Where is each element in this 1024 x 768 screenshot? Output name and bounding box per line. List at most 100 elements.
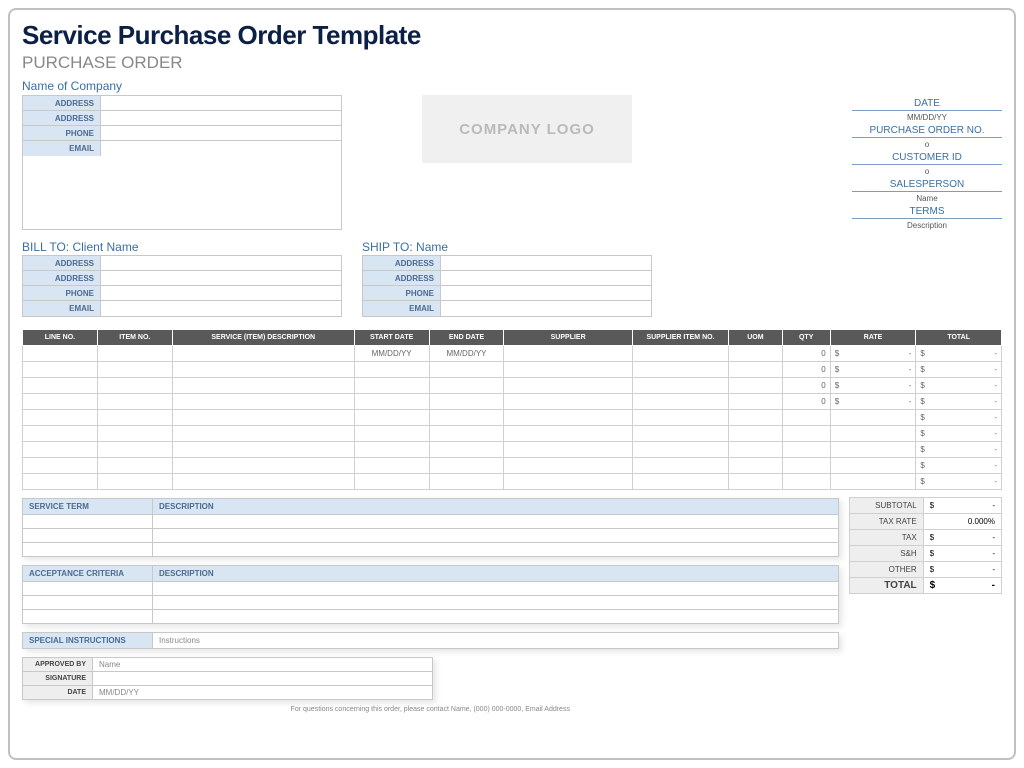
table-cell[interactable] [782,474,830,490]
address-value[interactable] [101,286,341,300]
table-cell[interactable] [97,410,172,426]
table-cell[interactable] [354,410,429,426]
table-cell[interactable] [504,346,632,362]
table-cell[interactable] [354,394,429,410]
table-cell[interactable] [97,442,172,458]
section-cell[interactable] [23,529,153,543]
section-cell[interactable] [23,543,153,557]
table-cell[interactable] [729,378,782,394]
table-cell[interactable] [354,426,429,442]
table-cell[interactable]: $- [916,394,1002,410]
table-cell[interactable] [23,458,98,474]
table-cell[interactable]: $- [916,378,1002,394]
table-cell[interactable] [23,346,98,362]
table-cell[interactable] [97,346,172,362]
table-cell[interactable]: $- [916,362,1002,378]
table-cell[interactable] [354,474,429,490]
address-value[interactable] [101,301,341,316]
table-cell[interactable] [172,378,354,394]
table-cell[interactable] [172,410,354,426]
address-value[interactable] [441,286,651,300]
table-cell[interactable] [172,426,354,442]
table-cell[interactable] [729,346,782,362]
table-cell[interactable]: MM/DD/YY [429,346,504,362]
table-cell[interactable] [830,474,916,490]
table-cell[interactable] [429,458,504,474]
table-cell[interactable]: $- [916,442,1002,458]
section-cell[interactable] [153,610,839,624]
table-cell[interactable] [632,442,728,458]
table-cell[interactable]: $- [830,362,916,378]
table-cell[interactable] [729,410,782,426]
table-cell[interactable] [632,410,728,426]
table-cell[interactable] [23,474,98,490]
address-value[interactable] [101,96,341,110]
table-cell[interactable] [429,442,504,458]
table-cell[interactable] [429,394,504,410]
special-value[interactable]: Instructions [153,633,839,649]
address-value[interactable] [101,111,341,125]
table-cell[interactable]: $- [916,426,1002,442]
table-cell[interactable] [729,442,782,458]
table-cell[interactable] [429,426,504,442]
table-cell[interactable]: 0 [782,378,830,394]
table-cell[interactable] [23,426,98,442]
table-cell[interactable] [830,458,916,474]
table-cell[interactable] [23,378,98,394]
table-cell[interactable] [172,442,354,458]
signature-value[interactable]: MM/DD/YY [93,686,433,700]
section-cell[interactable] [153,529,839,543]
table-cell[interactable] [632,378,728,394]
table-cell[interactable] [504,426,632,442]
address-value[interactable] [441,301,651,316]
table-cell[interactable] [632,394,728,410]
table-cell[interactable]: $- [916,410,1002,426]
table-cell[interactable] [23,362,98,378]
table-cell[interactable] [97,378,172,394]
address-value[interactable] [441,256,651,270]
table-cell[interactable]: 0 [782,394,830,410]
table-cell[interactable] [97,394,172,410]
table-cell[interactable] [97,362,172,378]
table-cell[interactable] [632,362,728,378]
signature-value[interactable] [93,672,433,686]
table-cell[interactable] [23,394,98,410]
table-cell[interactable] [729,394,782,410]
table-cell[interactable] [632,474,728,490]
table-cell[interactable]: $- [830,394,916,410]
section-cell[interactable] [153,596,839,610]
table-cell[interactable] [782,458,830,474]
table-cell[interactable] [429,378,504,394]
table-cell[interactable] [172,346,354,362]
table-cell[interactable] [172,474,354,490]
table-cell[interactable] [172,458,354,474]
table-cell[interactable] [429,362,504,378]
table-cell[interactable] [354,442,429,458]
table-cell[interactable] [729,426,782,442]
table-cell[interactable] [172,362,354,378]
table-cell[interactable]: $- [916,346,1002,362]
table-cell[interactable]: MM/DD/YY [354,346,429,362]
table-cell[interactable] [632,346,728,362]
table-cell[interactable] [782,442,830,458]
table-cell[interactable] [97,474,172,490]
table-cell[interactable] [632,426,728,442]
table-cell[interactable] [354,458,429,474]
table-cell[interactable] [504,362,632,378]
table-cell[interactable] [504,410,632,426]
table-cell[interactable] [172,394,354,410]
table-cell[interactable] [632,458,728,474]
table-cell[interactable] [782,426,830,442]
section-cell[interactable] [23,515,153,529]
table-cell[interactable] [429,410,504,426]
section-cell[interactable] [23,610,153,624]
table-cell[interactable]: 0 [782,346,830,362]
table-cell[interactable]: $- [830,346,916,362]
table-cell[interactable] [729,362,782,378]
address-value[interactable] [101,141,341,156]
address-value[interactable] [101,256,341,270]
table-cell[interactable] [504,394,632,410]
table-cell[interactable] [23,410,98,426]
section-cell[interactable] [153,543,839,557]
table-cell[interactable] [23,442,98,458]
